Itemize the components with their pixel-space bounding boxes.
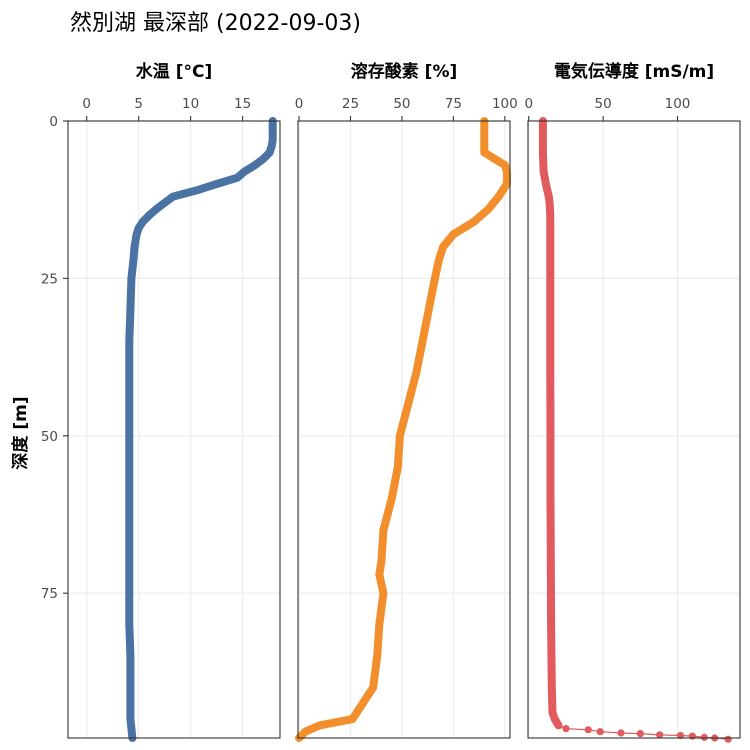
panel-water-temperature: 水温 [°C] 0 5 10 15 xyxy=(67,61,281,742)
data-point xyxy=(562,724,570,733)
data-point xyxy=(617,729,625,737)
panel-border xyxy=(67,120,281,739)
panel-background xyxy=(528,121,740,738)
data-point xyxy=(724,735,732,743)
x-tick-label: 50 xyxy=(393,96,410,112)
y-axis-label: 深度 [m] xyxy=(10,396,31,469)
y-tick-label: 50 xyxy=(41,429,58,445)
panel-label-water-temperature: 水温 [°C] xyxy=(136,61,212,82)
y-tick-label: 75 xyxy=(41,586,58,602)
panel-label-dissolved-oxygen: 溶存酸素 [%] xyxy=(351,61,458,82)
y-tick-label: 25 xyxy=(41,271,58,287)
series-line xyxy=(125,117,277,742)
series-line xyxy=(295,117,511,742)
data-point xyxy=(700,733,708,741)
data-point xyxy=(596,728,604,736)
data-point xyxy=(688,732,696,740)
x-tick-label: 0 xyxy=(82,96,91,112)
x-tick-label: 100 xyxy=(665,96,691,112)
x-tick-label: 50 xyxy=(595,96,612,112)
panel-border xyxy=(527,120,741,739)
data-point xyxy=(636,729,644,738)
data-point xyxy=(584,726,592,734)
x-tick-label: 0 xyxy=(295,96,304,112)
panel-label-conductivity: 電気伝導度 [mS/m] xyxy=(554,61,714,82)
chart-title: 然別湖 最深部 (2022-09-03) xyxy=(70,11,361,36)
data-point xyxy=(656,731,664,739)
panel-conductivity: 電気伝導度 [mS/m] 0 50 100 xyxy=(524,61,741,743)
x-tick-label: 5 xyxy=(134,96,143,112)
x-tick-label: 15 xyxy=(234,96,251,112)
x-tick-label: 10 xyxy=(182,96,199,112)
data-point xyxy=(676,731,685,740)
panel-dissolved-oxygen: 溶存酸素 [%] 0 25 50 75 100 xyxy=(295,61,518,742)
panel-border xyxy=(297,120,511,739)
panel-background xyxy=(68,121,280,738)
x-tick-label: 75 xyxy=(445,96,462,112)
x-tick-label: 0 xyxy=(524,96,533,112)
x-tick-label: 25 xyxy=(342,96,359,112)
y-axis: 0 25 50 75 xyxy=(41,114,68,602)
y-tick-label: 0 xyxy=(49,114,58,130)
x-tick-label: 100 xyxy=(492,96,518,112)
series-line xyxy=(538,117,563,730)
